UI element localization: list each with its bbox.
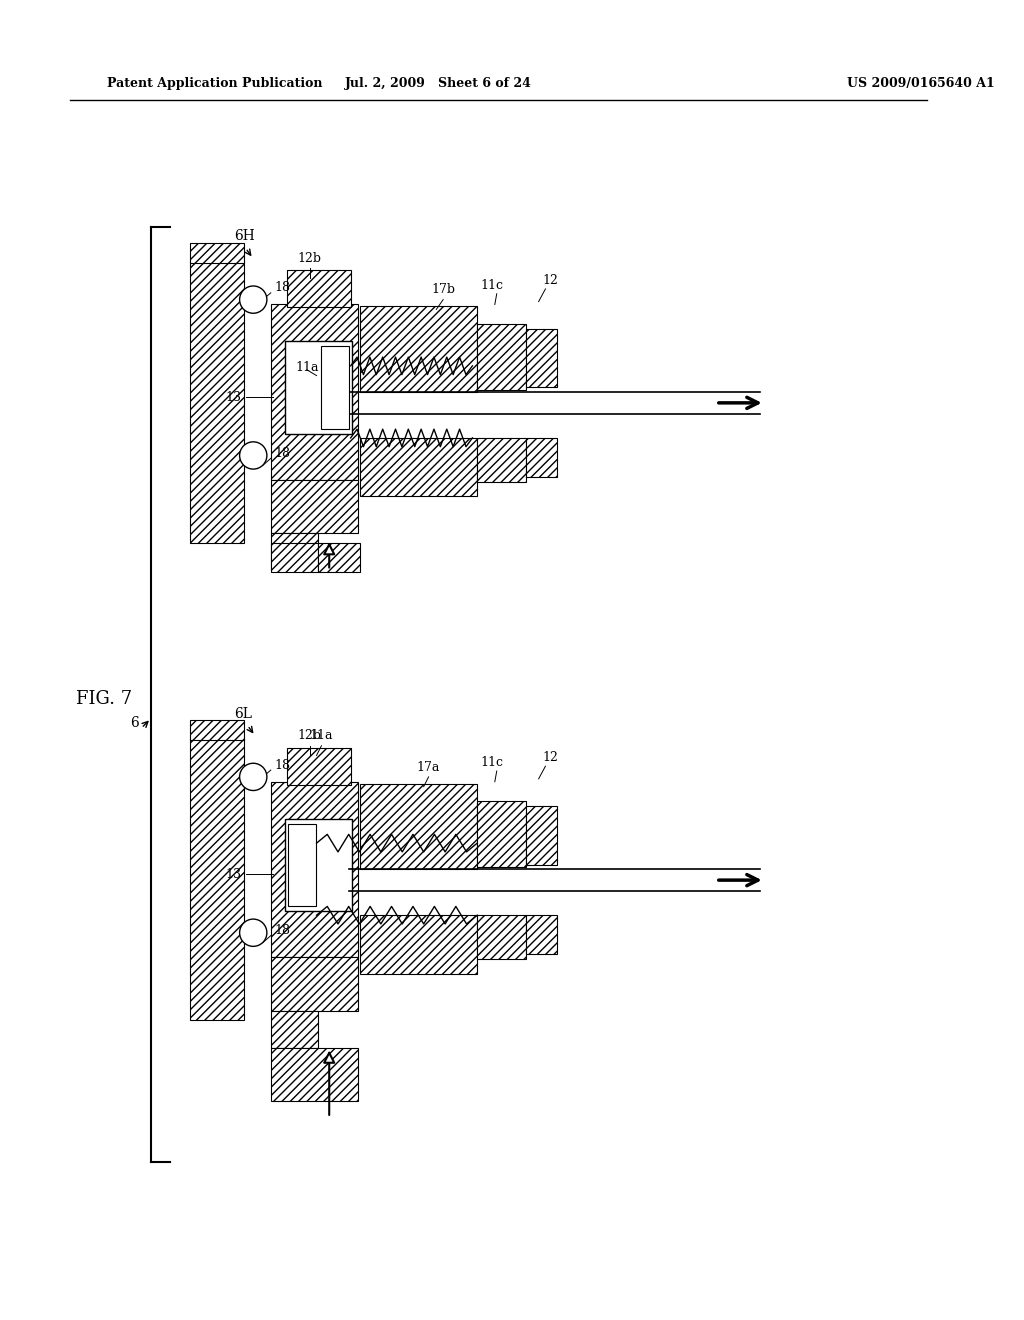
Text: 6H: 6H [233, 230, 255, 243]
Bar [270, 1048, 358, 1101]
Text: US 2009/0165640 A1: US 2009/0165640 A1 [848, 77, 995, 90]
Circle shape [240, 763, 267, 791]
Bar [270, 781, 358, 957]
Text: 12: 12 [543, 273, 558, 286]
Text: 17b: 17b [431, 284, 456, 297]
Bar [526, 915, 557, 954]
Bar [286, 342, 351, 434]
Bar [270, 1011, 317, 1048]
Bar [270, 305, 358, 479]
Circle shape [240, 442, 267, 469]
Circle shape [240, 286, 267, 313]
Text: 6L: 6L [233, 706, 252, 721]
Text: 11c: 11c [480, 756, 504, 768]
Bar [477, 801, 526, 867]
Bar [189, 260, 244, 543]
Text: 11a: 11a [309, 730, 333, 742]
Bar [288, 747, 350, 784]
Bar [477, 915, 526, 960]
Text: 12b: 12b [298, 252, 322, 265]
Bar [322, 346, 349, 429]
Text: 18: 18 [274, 447, 291, 459]
Bar [477, 323, 526, 391]
Text: FIG. 7: FIG. 7 [76, 690, 132, 708]
Bar [270, 479, 358, 533]
Bar [189, 243, 244, 263]
Bar [526, 438, 557, 477]
Bar [270, 533, 317, 570]
Bar [360, 915, 477, 974]
Bar [526, 329, 557, 387]
Text: Jul. 2, 2009   Sheet 6 of 24: Jul. 2, 2009 Sheet 6 of 24 [345, 77, 531, 90]
Text: 12: 12 [543, 751, 558, 764]
Bar [526, 807, 557, 865]
Text: 18: 18 [274, 924, 291, 937]
Text: 17a: 17a [417, 760, 440, 774]
Circle shape [240, 919, 267, 946]
Bar [270, 543, 317, 573]
Text: 18: 18 [274, 281, 291, 294]
Text: Patent Application Publication: Patent Application Publication [108, 77, 323, 90]
Bar [189, 738, 244, 1020]
Text: 13: 13 [225, 867, 242, 880]
Text: 6: 6 [130, 717, 139, 730]
Bar [189, 721, 244, 741]
Bar [360, 784, 477, 870]
Bar [286, 818, 351, 911]
Text: 13: 13 [225, 391, 242, 404]
Bar [317, 543, 360, 573]
Bar [288, 271, 350, 308]
Text: 18: 18 [274, 759, 291, 772]
Bar [360, 306, 477, 392]
Bar [360, 438, 477, 496]
Text: 11a: 11a [295, 362, 318, 375]
Bar [477, 438, 526, 482]
Bar [289, 824, 315, 907]
Bar [270, 957, 358, 1011]
Text: 11c: 11c [480, 279, 504, 292]
Text: 12b: 12b [298, 730, 322, 742]
